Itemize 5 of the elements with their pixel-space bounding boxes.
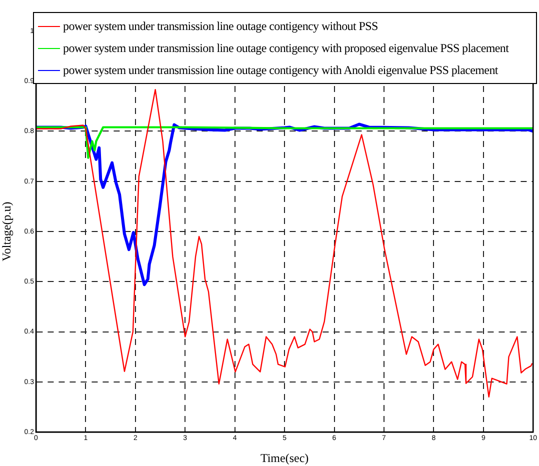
- y-axis-title: Voltage(p.u): [0, 202, 14, 262]
- legend-label: power system under transmission line outage contigency with Anoldi eigenvalue PSS placement: [63, 62, 498, 78]
- legend-label: power system under transmission line outage contigency without PSS: [63, 18, 378, 34]
- legend-label: power system under transmission line outage contigency with proposed eigenvalue PSS placement: [63, 40, 509, 56]
- x-axis-title: Time(sec): [260, 450, 309, 465]
